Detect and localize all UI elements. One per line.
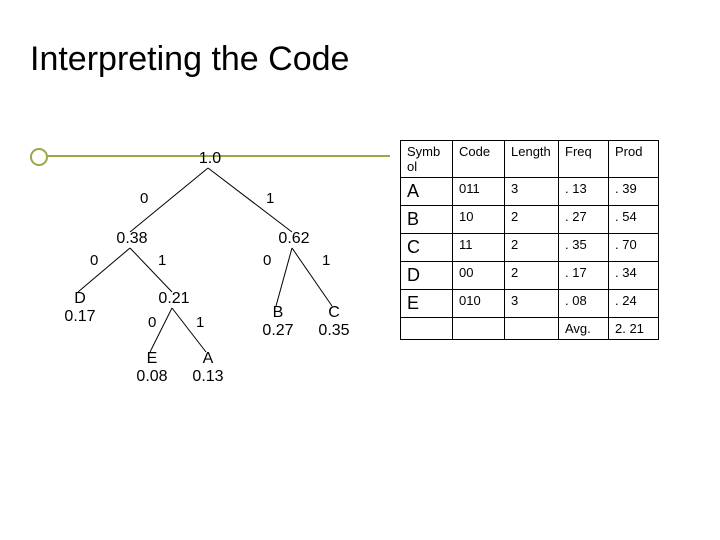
tree-node: 0.38	[112, 230, 152, 248]
table-cell: 2	[505, 262, 559, 290]
table-cell: . 34	[609, 262, 659, 290]
table-header: Code	[453, 141, 505, 178]
edge-bit-label: 0	[140, 190, 148, 207]
table-cell: . 27	[559, 206, 609, 234]
table-cell: C	[401, 234, 453, 262]
tree-node: 0.62	[274, 230, 314, 248]
table-cell: 011	[453, 178, 505, 206]
table-cell: . 39	[609, 178, 659, 206]
edge-bit-label: 0	[148, 314, 156, 331]
table-footer-cell	[401, 318, 453, 340]
table-footer-cell	[505, 318, 559, 340]
table-cell: 2	[505, 206, 559, 234]
edge-bit-label: 0	[263, 252, 271, 269]
table-cell: B	[401, 206, 453, 234]
table-cell: . 35	[559, 234, 609, 262]
table-cell: . 17	[559, 262, 609, 290]
table-footer-cell: 2. 21	[609, 318, 659, 340]
table-cell: 00	[453, 262, 505, 290]
edge-bit-label: 1	[322, 252, 330, 269]
table-cell: . 70	[609, 234, 659, 262]
tree-node: 0.21	[154, 290, 194, 308]
tree-leaf: B0.27	[256, 304, 300, 340]
table-cell: 2	[505, 234, 559, 262]
table-header: Length	[505, 141, 559, 178]
tree-leaf: C0.35	[312, 304, 356, 340]
edge-bit-label: 0	[90, 252, 98, 269]
table-cell: 3	[505, 178, 559, 206]
edge-bit-label: 1	[158, 252, 166, 269]
table-header: Symbol	[401, 141, 453, 178]
table-cell: 3	[505, 290, 559, 318]
tree-leaf: D0.17	[58, 290, 102, 326]
table-cell: A	[401, 178, 453, 206]
table-cell: 11	[453, 234, 505, 262]
table-cell: . 08	[559, 290, 609, 318]
tree-leaf: E0.08	[130, 350, 174, 386]
table-cell: D	[401, 262, 453, 290]
table-cell: 10	[453, 206, 505, 234]
table-cell: . 54	[609, 206, 659, 234]
tree-leaf: A0.13	[186, 350, 230, 386]
table-header: Prod	[609, 141, 659, 178]
table-cell: 010	[453, 290, 505, 318]
table-footer-cell	[453, 318, 505, 340]
edge-bit-label: 1	[196, 314, 204, 331]
table-header: Freq	[559, 141, 609, 178]
code-table: SymbolCodeLengthFreqProdA0113. 13. 39B10…	[400, 140, 659, 340]
edge-bit-label: 1	[266, 190, 274, 207]
table-cell: . 24	[609, 290, 659, 318]
table-footer-cell: Avg.	[559, 318, 609, 340]
tree-node: 1.0	[190, 150, 230, 168]
table-cell: . 13	[559, 178, 609, 206]
table-cell: E	[401, 290, 453, 318]
